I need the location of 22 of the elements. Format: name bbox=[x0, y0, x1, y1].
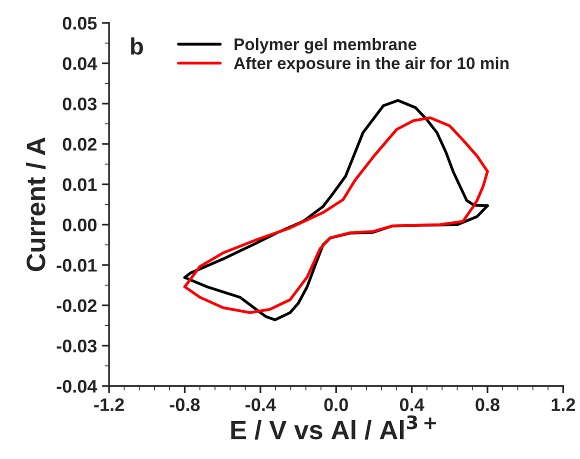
y-tick-label: -0.03 bbox=[56, 340, 97, 352]
x-tick-label: 0.8 bbox=[476, 398, 500, 412]
y-tick-label: 0.03 bbox=[62, 98, 97, 110]
y-tick-label: 0.04 bbox=[62, 57, 98, 70]
x-tick-label: 1.2 bbox=[552, 398, 576, 411]
y-axis-title: Current / A bbox=[26, 138, 46, 272]
x-tick-label: 0.0 bbox=[324, 398, 348, 412]
legend-label: After exposure in the air for 10 min bbox=[234, 56, 508, 72]
y-tick-label: 0.00 bbox=[62, 218, 96, 232]
annotation: b bbox=[131, 37, 143, 55]
y-tick-label: 0.02 bbox=[62, 138, 97, 151]
x-tick-label: -0.8 bbox=[170, 398, 200, 412]
x-tick-label: -0.4 bbox=[246, 398, 276, 412]
y-tick-label: 0.05 bbox=[62, 16, 97, 30]
y-tick-label: 0.01 bbox=[62, 178, 97, 192]
y-tick-label: -0.02 bbox=[56, 299, 97, 312]
x-axis-title: E / V vs Al / Al$^{3+}$ bbox=[231, 415, 436, 440]
y-tick-label: -0.01 bbox=[56, 258, 97, 272]
x-tick-label: -1.2 bbox=[94, 398, 124, 411]
x-tick-label: 0.4 bbox=[400, 398, 424, 412]
y-tick-label: -0.04 bbox=[56, 380, 98, 393]
legend-label: Polymer gel membrane bbox=[234, 38, 416, 54]
